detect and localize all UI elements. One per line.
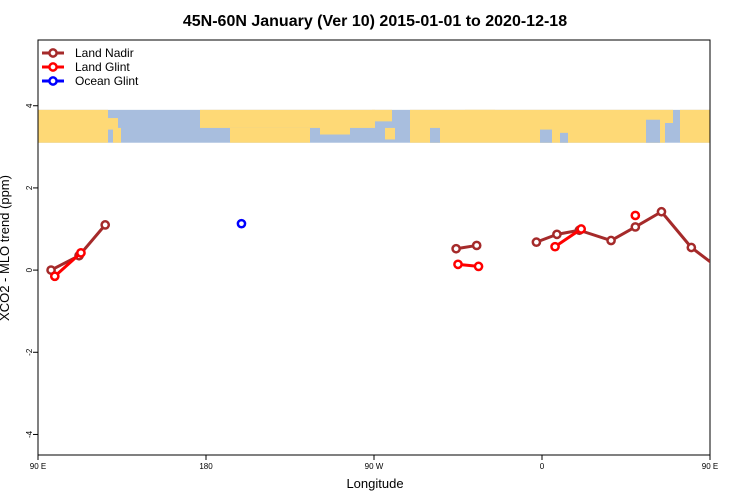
data-point: [100, 220, 111, 230]
map-land-area: [410, 109, 665, 143]
x-tick-label: 0: [540, 462, 545, 471]
map-land-area: [665, 109, 673, 123]
series-layer: [46, 206, 710, 282]
map-land-area: [230, 127, 310, 143]
data-point: [49, 271, 60, 282]
x-axis: 90 E 180 90 W 0 90 E: [30, 455, 718, 471]
legend-item: Land Glint: [42, 60, 130, 74]
legend-marker: [48, 76, 58, 86]
map-land-area: [106, 118, 118, 130]
legend-label: Ocean Glint: [75, 74, 139, 88]
legend-item: Ocean Glint: [42, 74, 139, 88]
data-point: [236, 218, 247, 229]
map-land-area: [372, 109, 392, 122]
series-line: [554, 227, 583, 248]
data-point: [576, 224, 587, 234]
data-point: [606, 235, 616, 246]
legend-item: Land Nadir: [42, 46, 134, 60]
series-line: [53, 251, 82, 278]
map-land-area: [38, 109, 108, 143]
map-land-area: [680, 109, 710, 143]
map-water-area: [540, 129, 552, 143]
data-point: [550, 241, 560, 252]
x-axis-label: Longitude: [346, 476, 403, 491]
x-tick-label: 180: [199, 462, 213, 471]
data-point: [630, 222, 641, 232]
map-land: [38, 109, 710, 143]
y-tick-label: 0: [25, 267, 34, 272]
map-water-area: [646, 119, 660, 143]
legend-label: Land Glint: [75, 60, 130, 74]
map-land-area: [200, 109, 375, 128]
map-water-area: [430, 127, 440, 143]
series-ocean-glint: [236, 218, 247, 229]
data-point: [656, 206, 667, 217]
x-tick-label: 90 E: [702, 462, 718, 471]
world-map-strip: [38, 109, 710, 143]
data-point: [451, 243, 461, 254]
series-land-glint: [49, 210, 641, 282]
y-tick-label: -4: [25, 430, 34, 438]
y-axis: -4 -2 0 2 4: [25, 103, 38, 438]
map-land-area: [385, 127, 395, 140]
series-line: [535, 210, 710, 264]
data-point: [471, 240, 482, 251]
legend-marker: [48, 48, 58, 58]
map-water-area: [560, 132, 568, 143]
legend-label: Land Nadir: [75, 46, 134, 60]
legend-marker: [48, 62, 58, 72]
y-tick-label: 2: [25, 185, 34, 190]
y-tick-label: -2: [25, 348, 34, 356]
y-axis-label: XCO2 - MLO trend (ppm): [0, 175, 12, 321]
data-point: [76, 247, 86, 258]
data-point: [630, 210, 641, 221]
chart-title: 45N-60N January (Ver 10) 2015-01-01 to 2…: [183, 13, 567, 30]
x-tick-label: 90 W: [365, 462, 384, 471]
data-point: [531, 237, 542, 248]
data-point: [473, 261, 484, 272]
x-tick-label: 90 E: [30, 462, 46, 471]
map-land-area: [465, 109, 495, 130]
map-land-area: [113, 127, 121, 143]
data-point: [453, 259, 463, 270]
data-point: [552, 229, 562, 240]
data-point: [686, 242, 697, 253]
map-land-area: [320, 124, 350, 135]
y-tick-label: 4: [25, 103, 34, 108]
